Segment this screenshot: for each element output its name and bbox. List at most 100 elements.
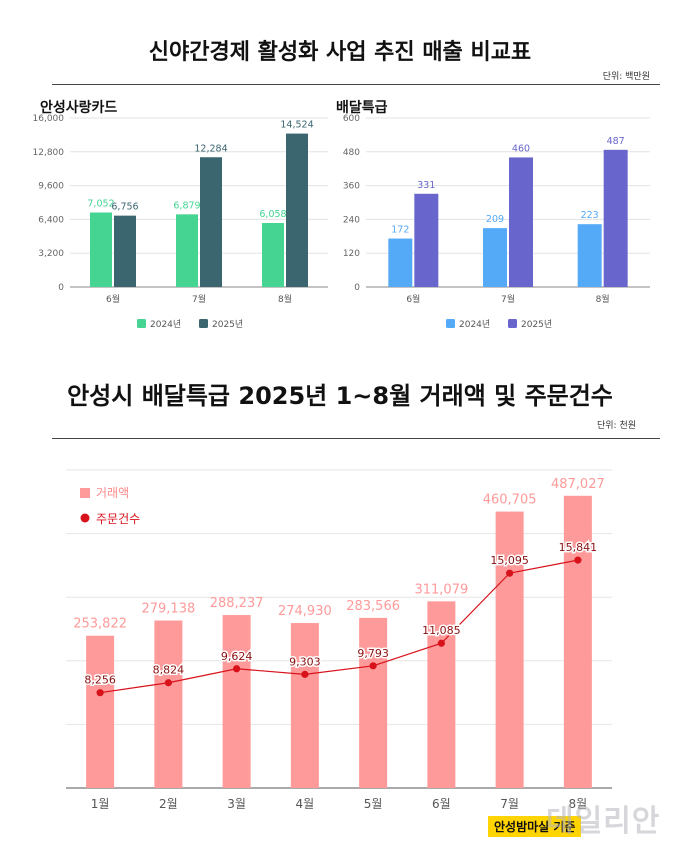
data-label: 172 [391, 225, 409, 236]
x-tick-label: 3월 [227, 797, 246, 811]
x-tick-label: 7월 [500, 797, 519, 811]
bar [222, 615, 251, 788]
y-tick-label: 12,800 [33, 148, 65, 158]
chart-title: 배달특급 [336, 100, 388, 116]
bar [414, 193, 439, 287]
bar [86, 635, 115, 788]
line-value-label: 8,256 [84, 674, 116, 687]
top-title: 신야간경제 활성화 사업 추진 매출 비교표 [148, 40, 532, 65]
legend-label: 거래액 [96, 486, 129, 500]
bar [563, 495, 592, 788]
bar [114, 215, 136, 287]
x-tick-label: 8월 [596, 293, 610, 305]
x-tick-label: 7월 [501, 293, 515, 305]
x-tick-label: 6월 [106, 293, 120, 305]
chart-title: 안성사랑카드 [40, 99, 117, 116]
y-tick-label: 240 [343, 215, 360, 225]
y-tick-label: 480 [343, 148, 360, 158]
x-tick-label: 1월 [91, 797, 110, 811]
line-value-label: 9,624 [221, 650, 253, 663]
bar [286, 133, 308, 287]
line-value-label: 9,303 [289, 655, 321, 668]
x-tick-label: 4월 [296, 797, 315, 811]
data-label: 7,052 [87, 199, 114, 210]
x-tick-label: 6월 [406, 293, 420, 305]
y-tick-label: 3,200 [38, 249, 64, 259]
line-point [369, 662, 377, 670]
top-unit-label: 단위: 백만원 [602, 72, 650, 82]
bottom-unit-label: 단위: 천원 [596, 421, 636, 431]
bar [483, 228, 507, 287]
bar-value-label: 283,566 [346, 599, 400, 614]
x-tick-label: 7월 [192, 293, 206, 305]
legend-swatch [80, 488, 90, 498]
line-value-label: 8,824 [153, 664, 185, 677]
bar [90, 212, 112, 287]
data-label: 331 [417, 180, 435, 191]
line-value-label: 9,793 [357, 647, 389, 660]
data-label: 487 [607, 136, 625, 147]
bar [509, 157, 533, 287]
bar-value-label: 279,138 [141, 602, 195, 617]
data-label: 6,058 [259, 209, 286, 220]
legend-swatch [508, 319, 517, 328]
x-tick-label: 2월 [159, 797, 178, 811]
y-tick-label: 600 [343, 114, 360, 124]
line-point [164, 679, 172, 687]
x-tick-label: 6월 [432, 797, 451, 811]
line-point [574, 556, 582, 564]
footer-badge: 안성밤마실 기준 [488, 816, 582, 837]
legend-marker [80, 513, 90, 523]
y-tick-label: 16,000 [33, 114, 65, 124]
bar-value-label: 487,027 [551, 477, 605, 492]
chart-monthly-delivery: 253,822 1월 279,138 2월 288,237 3월 274,930 4월 283,… [66, 469, 612, 811]
line-point [506, 569, 514, 577]
bottom-chart: 253,822 1월 279,138 2월 288,237 3월 274,930 4월 283,… [66, 469, 612, 811]
legend-label: 2024년 [150, 319, 181, 330]
bar-value-label: 288,237 [210, 596, 264, 611]
data-label: 12,284 [194, 143, 227, 154]
bar [290, 623, 319, 788]
legend-label: 2025년 [521, 319, 552, 330]
bottom-divider [52, 438, 660, 439]
watermark-logo: 데일리안 [546, 804, 661, 839]
bar [427, 601, 456, 788]
y-tick-label: 0 [58, 283, 64, 293]
y-tick-label: 360 [343, 182, 360, 192]
data-label: 460 [512, 143, 530, 154]
legend-swatch [446, 319, 455, 328]
line-point [233, 665, 241, 673]
line-point [301, 670, 309, 678]
line-value-label: 15,095 [490, 554, 529, 567]
bar-value-label: 311,079 [414, 582, 468, 597]
x-tick-label: 5월 [364, 797, 383, 811]
data-label: 223 [581, 210, 599, 221]
bar [262, 223, 284, 287]
bar-value-label: 460,705 [483, 493, 537, 508]
top-divider [52, 84, 660, 85]
y-tick-label: 9,600 [38, 182, 64, 192]
bar [154, 620, 183, 788]
data-label: 6,879 [173, 200, 200, 211]
legend-label: 2024년 [459, 319, 490, 330]
legend-swatch [137, 319, 146, 328]
data-label: 14,524 [280, 120, 313, 131]
line-series [100, 559, 578, 694]
bar [176, 214, 198, 287]
y-tick-label: 120 [343, 249, 360, 259]
data-label: 6,756 [111, 202, 138, 213]
chart-card-sales: 안성사랑카드 0 3,200 6,400 9,600 12,800 16,000 6월 7,05… [33, 99, 328, 330]
y-tick-label: 6,400 [38, 215, 64, 225]
bar [577, 224, 602, 287]
line-point [96, 689, 104, 697]
data-label: 209 [486, 214, 504, 225]
bar [388, 238, 413, 287]
bar [359, 617, 388, 788]
bar [495, 511, 524, 788]
chart-delivery-sales: 배달특급 0 120 240 360 480 600 6월 172 331 7월 209 460 8월 22… [336, 100, 650, 330]
bar-value-label: 253,822 [73, 617, 127, 632]
x-tick-label: 8월 [569, 797, 588, 811]
line-value-label: 15,841 [559, 541, 598, 554]
y-tick-label: 0 [354, 283, 360, 293]
line-point [437, 639, 445, 647]
